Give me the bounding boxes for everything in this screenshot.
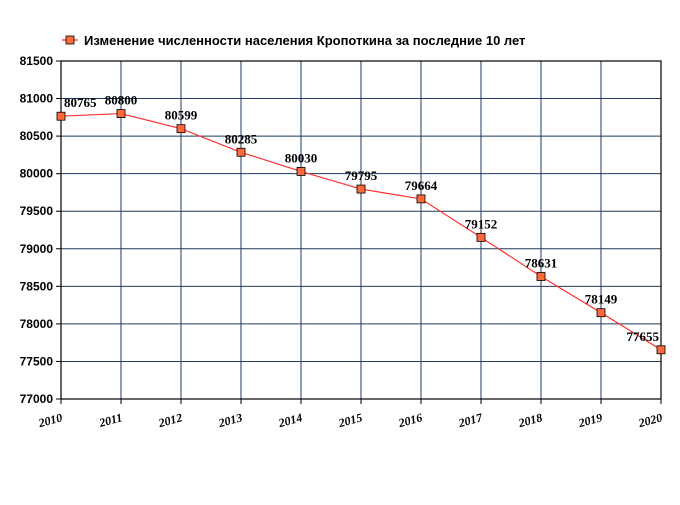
data-label: 80285 <box>225 131 258 146</box>
y-tick-label: 77000 <box>20 392 54 406</box>
y-tick-label: 81500 <box>20 54 54 68</box>
x-tick-label: 2018 <box>516 410 544 430</box>
data-label: 80800 <box>105 93 138 108</box>
data-point-marker <box>176 124 186 134</box>
legend-label: Изменение численности населения Кропотки… <box>84 33 525 48</box>
data-label: 80765 <box>64 95 97 110</box>
x-tick-label: 2011 <box>97 410 124 430</box>
x-tick-label: 2020 <box>636 410 664 430</box>
x-tick-label: 2015 <box>336 410 364 430</box>
data-point-marker <box>236 147 246 157</box>
x-axis-ticks: 2010 2011 2012 2013 2014 2015 2016 2017 2018 2019… <box>36 399 664 430</box>
y-tick-label: 78000 <box>20 317 54 331</box>
series-markers <box>56 109 666 355</box>
data-label: 79152 <box>465 216 498 231</box>
data-point-marker <box>356 184 366 194</box>
grid <box>60 60 662 400</box>
data-point-marker <box>56 111 66 121</box>
data-point-marker <box>296 167 306 176</box>
data-label: 80599 <box>165 108 198 123</box>
data-label: 79795 <box>345 168 378 183</box>
legend: Изменение численности населения Кропотки… <box>62 33 525 48</box>
x-tick-label: 2010 <box>36 410 64 430</box>
x-tick-label: 2016 <box>396 410 424 430</box>
data-label: 77655 <box>627 329 660 344</box>
y-axis-ticks: 77000 77500 78000 78500 79000 79500 80000 80500… <box>20 54 61 406</box>
x-tick-label: 2014 <box>276 410 304 430</box>
data-point-marker <box>536 272 546 281</box>
data-point-marker <box>656 345 666 355</box>
data-label: 78149 <box>585 292 618 307</box>
y-tick-label: 79500 <box>20 204 54 218</box>
y-tick-label: 78500 <box>20 279 54 293</box>
x-tick-label: 2019 <box>576 410 604 430</box>
y-tick-label: 80000 <box>20 167 54 181</box>
data-label: 78631 <box>525 255 558 270</box>
data-label: 79664 <box>405 178 438 193</box>
x-tick-label: 2012 <box>156 410 184 430</box>
data-point-marker <box>476 232 486 242</box>
x-tick-label: 2017 <box>456 410 485 430</box>
y-tick-label: 79000 <box>20 242 54 256</box>
legend-marker-swatch <box>65 35 75 45</box>
y-tick-label: 80500 <box>20 129 54 143</box>
x-tick-label: 2013 <box>216 410 244 430</box>
data-labels: 80765 80800 80599 80285 80030 79795 79664 79152… <box>64 93 660 344</box>
data-point-marker <box>596 308 606 318</box>
y-tick-label: 81000 <box>20 92 54 106</box>
data-point-marker <box>116 109 126 118</box>
data-label: 80030 <box>285 150 318 165</box>
y-tick-label: 77500 <box>20 354 54 368</box>
data-point-marker <box>416 194 426 204</box>
